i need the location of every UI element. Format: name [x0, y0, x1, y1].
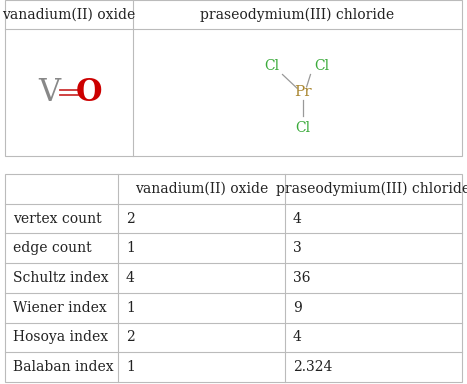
Text: 2.324: 2.324 — [293, 360, 333, 374]
Text: O: O — [76, 77, 102, 108]
Text: Pr: Pr — [294, 86, 311, 99]
Text: praseodymium(III) chloride: praseodymium(III) chloride — [200, 7, 395, 22]
Text: 1: 1 — [126, 301, 135, 315]
Text: 9: 9 — [293, 301, 302, 315]
Text: vertex count: vertex count — [13, 212, 102, 225]
Text: 1: 1 — [126, 241, 135, 255]
Text: Cl: Cl — [264, 58, 279, 73]
Text: edge count: edge count — [13, 241, 92, 255]
Text: vanadium(II) oxide: vanadium(II) oxide — [2, 8, 135, 22]
Bar — [5, 174, 462, 382]
Text: Cl: Cl — [314, 58, 329, 73]
Text: 4: 4 — [293, 330, 302, 344]
Text: 1: 1 — [126, 360, 135, 374]
Text: Balaban index: Balaban index — [13, 360, 113, 374]
Text: 2: 2 — [126, 212, 135, 225]
Text: 2: 2 — [126, 330, 135, 344]
Text: V: V — [38, 77, 60, 108]
Text: 4: 4 — [126, 271, 135, 285]
Text: vanadium(II) oxide: vanadium(II) oxide — [135, 182, 268, 196]
Text: Hosoya index: Hosoya index — [13, 330, 108, 344]
Bar — [5, 0, 462, 156]
Text: praseodymium(III) chloride: praseodymium(III) chloride — [276, 182, 467, 196]
Text: 3: 3 — [293, 241, 302, 255]
Text: 36: 36 — [293, 271, 311, 285]
Text: Schultz index: Schultz index — [13, 271, 109, 285]
Text: Wiener index: Wiener index — [13, 301, 107, 315]
Text: Cl: Cl — [295, 121, 310, 134]
Text: 4: 4 — [293, 212, 302, 225]
